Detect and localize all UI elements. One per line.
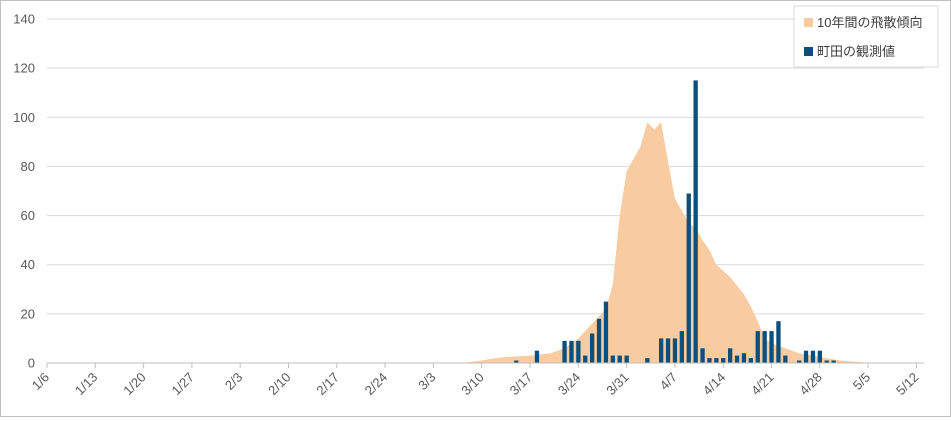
observed-bar xyxy=(831,360,836,363)
observed-bar xyxy=(810,350,816,363)
trend-area xyxy=(461,122,875,363)
observed-bar xyxy=(603,301,609,363)
observed-bar xyxy=(797,360,802,363)
x-tick-label: 3/10 xyxy=(458,370,487,399)
legend-swatch-observed xyxy=(804,47,813,56)
legend-box xyxy=(793,5,939,68)
observed-bar xyxy=(576,340,581,363)
observed-bar xyxy=(596,318,602,363)
observed-bar xyxy=(721,358,726,363)
observed-bar xyxy=(728,348,733,363)
x-tick-label: 1/27 xyxy=(169,370,198,399)
observed-bar xyxy=(755,331,760,363)
gridlines xyxy=(47,18,924,315)
y-tick-label: 140 xyxy=(13,12,35,27)
y-tick-label: 20 xyxy=(21,306,35,321)
y-tick-label: 100 xyxy=(13,110,35,125)
y-tick-label: 120 xyxy=(13,61,35,76)
x-tick-label: 1/20 xyxy=(120,370,149,399)
observed-bar xyxy=(734,355,740,363)
observed-bar xyxy=(776,321,781,363)
observed-bar xyxy=(686,193,691,363)
observed-bar xyxy=(817,350,822,363)
x-tick-label: 1/6 xyxy=(29,370,52,393)
observed-bar xyxy=(748,358,753,363)
x-tick-label: 2/3 xyxy=(222,370,245,393)
observed-bar xyxy=(590,333,595,363)
x-tick-label: 3/31 xyxy=(603,370,632,399)
observed-bar xyxy=(741,353,747,363)
x-tick-label: 4/7 xyxy=(657,370,680,393)
x-tick-label: 2/17 xyxy=(313,370,342,399)
observed-bar xyxy=(659,338,664,363)
y-tick-label: 80 xyxy=(21,159,35,174)
observed-bar xyxy=(803,350,809,363)
x-tick-label: 5/12 xyxy=(893,370,922,399)
y-tick-label: 40 xyxy=(21,257,35,272)
observed-bar xyxy=(514,360,519,363)
observed-bar xyxy=(610,355,615,363)
y-tick-label: 60 xyxy=(21,208,35,223)
observed-bar xyxy=(700,348,705,363)
observed-bar xyxy=(824,360,829,363)
axes: 0 20 40 60 80 100 120 140 1/6 1/13 1/20 1/27 2/3 2/10… xyxy=(13,12,924,399)
x-tick-label: 2/10 xyxy=(265,370,294,399)
observed-bar xyxy=(707,358,712,363)
observed-bar xyxy=(562,340,567,363)
legend-label-observed: 町田の観測値 xyxy=(817,44,895,59)
observed-bar xyxy=(769,331,774,363)
observed-bar xyxy=(569,340,574,363)
observed-bar xyxy=(645,358,650,363)
legend: 10年間の飛散傾向 町田の観測値 xyxy=(793,5,939,68)
observed-bar xyxy=(693,80,698,364)
y-tick-label: 0 xyxy=(28,356,35,371)
observed-bar xyxy=(679,331,684,363)
observed-bar xyxy=(714,358,719,363)
x-tick-label: 4/14 xyxy=(700,370,729,399)
observed-bar xyxy=(762,331,767,363)
trend-area-layer xyxy=(461,122,875,363)
observed-bars-layer xyxy=(514,80,836,364)
legend-label-trend: 10年間の飛散傾向 xyxy=(817,15,922,30)
observed-bar xyxy=(624,355,629,363)
observed-bar xyxy=(665,338,671,363)
observed-bar xyxy=(783,355,788,363)
observed-bar xyxy=(672,338,678,363)
x-tick-label: 5/5 xyxy=(850,370,873,393)
legend-swatch-trend xyxy=(804,18,813,27)
x-tick-label: 1/13 xyxy=(72,370,101,399)
x-tick-label: 4/21 xyxy=(748,370,777,399)
x-tick-label: 3/3 xyxy=(415,370,438,393)
x-tick-label: 2/24 xyxy=(362,370,391,399)
x-tick-label: 3/17 xyxy=(507,370,536,399)
observed-bar xyxy=(583,355,588,363)
observed-bar xyxy=(617,355,622,363)
x-tick-label: 4/28 xyxy=(796,370,825,399)
x-tick-label: 3/24 xyxy=(555,370,584,399)
observed-bar xyxy=(534,350,540,363)
